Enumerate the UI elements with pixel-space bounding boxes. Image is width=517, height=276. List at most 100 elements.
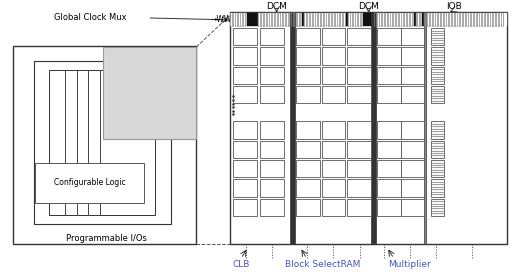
Bar xyxy=(230,12,507,244)
Bar xyxy=(49,70,155,215)
Text: IOB: IOB xyxy=(446,2,462,11)
Bar xyxy=(322,86,345,103)
Bar xyxy=(347,199,371,216)
Bar xyxy=(346,13,348,26)
Bar xyxy=(260,179,284,197)
Bar xyxy=(377,141,401,158)
Text: Global Clock Mux: Global Clock Mux xyxy=(54,14,127,22)
Bar xyxy=(260,86,284,103)
Bar xyxy=(416,13,422,26)
Bar xyxy=(347,47,371,65)
Bar xyxy=(35,163,144,203)
Bar xyxy=(431,121,444,139)
Bar xyxy=(322,179,345,197)
Bar xyxy=(322,160,345,177)
Bar xyxy=(371,13,376,244)
Bar xyxy=(424,13,504,26)
Bar xyxy=(322,141,345,158)
Text: Multiplier: Multiplier xyxy=(389,260,431,269)
Text: Programmable I/Os: Programmable I/Os xyxy=(66,234,146,243)
Bar xyxy=(401,28,424,45)
Bar xyxy=(431,141,444,158)
Bar xyxy=(260,141,284,158)
Bar xyxy=(322,28,345,45)
Bar xyxy=(296,199,320,216)
Bar xyxy=(233,47,257,65)
Bar xyxy=(296,86,320,103)
Bar xyxy=(377,160,401,177)
Bar xyxy=(377,179,401,197)
Text: →WW: →WW xyxy=(211,15,232,24)
Bar xyxy=(431,47,444,65)
Bar xyxy=(304,13,346,26)
Bar xyxy=(260,28,284,45)
Bar xyxy=(103,47,196,139)
Bar xyxy=(401,199,424,216)
Bar xyxy=(401,179,424,197)
Bar xyxy=(422,13,424,26)
Text: Configurable Logic: Configurable Logic xyxy=(54,179,125,187)
Bar xyxy=(431,67,444,84)
Text: Block SelectRAM: Block SelectRAM xyxy=(285,260,361,269)
Bar xyxy=(374,13,414,26)
Bar xyxy=(347,179,371,197)
Text: CLB: CLB xyxy=(232,260,250,269)
Bar xyxy=(233,160,257,177)
Bar xyxy=(233,141,257,158)
Bar xyxy=(431,199,444,216)
Bar xyxy=(296,28,320,45)
Bar xyxy=(290,13,295,244)
Bar xyxy=(233,28,257,45)
Bar xyxy=(247,13,258,26)
Bar xyxy=(347,86,371,103)
Bar xyxy=(296,160,320,177)
Bar xyxy=(233,86,257,103)
Bar xyxy=(377,199,401,216)
Bar xyxy=(431,28,444,45)
Bar xyxy=(401,47,424,65)
Bar xyxy=(260,67,284,84)
Bar xyxy=(260,160,284,177)
Bar xyxy=(296,121,320,139)
Bar xyxy=(401,67,424,84)
Bar xyxy=(260,199,284,216)
Bar xyxy=(233,179,257,197)
Bar xyxy=(347,28,371,45)
Bar xyxy=(296,67,320,84)
Bar xyxy=(377,121,401,139)
Bar xyxy=(260,121,284,139)
Bar xyxy=(431,160,444,177)
Bar xyxy=(347,67,371,84)
Bar xyxy=(347,160,371,177)
Bar xyxy=(377,47,401,65)
Bar xyxy=(258,13,302,26)
Bar xyxy=(377,86,401,103)
Bar xyxy=(296,179,320,197)
Bar xyxy=(377,67,401,84)
Bar xyxy=(347,121,371,139)
Bar xyxy=(302,13,304,26)
Bar xyxy=(377,28,401,45)
Bar xyxy=(233,199,257,216)
Bar xyxy=(233,121,257,139)
Bar xyxy=(322,199,345,216)
Bar xyxy=(431,86,444,103)
Bar xyxy=(296,141,320,158)
Bar xyxy=(504,13,507,26)
Bar xyxy=(414,13,416,26)
Bar xyxy=(13,46,196,244)
Bar xyxy=(424,13,426,244)
Text: DCM: DCM xyxy=(266,2,287,11)
Bar xyxy=(363,13,374,26)
Bar xyxy=(431,179,444,197)
Bar xyxy=(34,61,171,224)
Bar xyxy=(233,67,257,84)
Bar xyxy=(401,121,424,139)
Bar xyxy=(347,141,371,158)
Bar xyxy=(230,13,247,26)
Bar xyxy=(401,86,424,103)
Text: DCM: DCM xyxy=(358,2,379,11)
Bar xyxy=(348,13,363,26)
Bar xyxy=(401,160,424,177)
Bar xyxy=(322,67,345,84)
